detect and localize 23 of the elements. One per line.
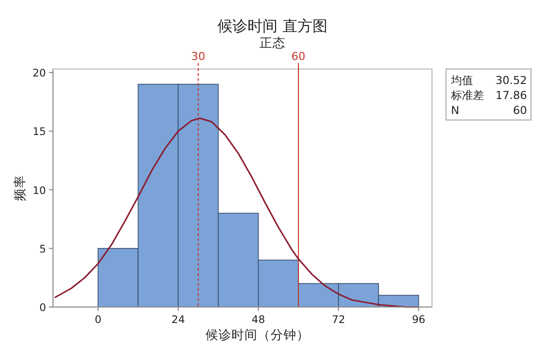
text: N [451,104,460,117]
y-tick-label: 0 [39,302,46,314]
text: 17.86 [496,89,527,102]
x-tick-label: 72 [332,314,346,326]
y-tick-label: 20 [32,68,46,80]
chart-subtitle: 正态 [260,35,286,50]
text: 60 [513,104,527,117]
y-tick-label: 5 [39,243,46,256]
chart-title: 候诊时间 直方图 [218,17,328,35]
x-tick-label: 48 [252,314,266,326]
x-axis-title: 候诊时间（分钟） [206,327,310,342]
line-series [54,117,420,308]
x-tick-label: 96 [412,314,426,326]
ref-line-label: 60 [291,50,306,63]
y-tick-label: 15 [32,126,46,138]
x-tick-label: 0 [94,314,102,326]
text: 均值 [450,74,473,87]
y-axis-title: 频率 [12,175,27,201]
y-tick-label: 10 [32,184,46,197]
ref-line-label: 30 [191,50,206,63]
text: 30.52 [496,74,527,87]
x-tick-label: 24 [172,314,186,326]
text: 标准差 [450,89,484,102]
